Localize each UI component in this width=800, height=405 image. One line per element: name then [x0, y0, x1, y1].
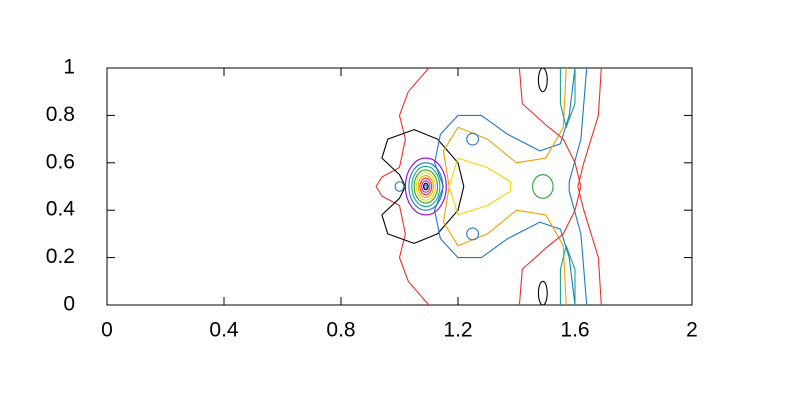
contour-ring [394, 181, 405, 192]
contour-ring [413, 169, 439, 204]
contour-ring [466, 227, 480, 241]
y-tick-label: 0.4 [46, 198, 76, 221]
contour-ring [466, 132, 480, 146]
x-tick-label: 0 [101, 319, 113, 342]
y-tick-label: 0.6 [46, 150, 75, 173]
contour-ring [415, 172, 437, 201]
y-tick-label: 1 [63, 56, 75, 79]
contour-line [448, 157, 512, 216]
contour-ring [421, 180, 431, 193]
x-tick-label: 1.6 [560, 319, 589, 342]
contour-ring [419, 177, 433, 196]
x-tick-label: 2 [686, 319, 698, 342]
contour-line [559, 68, 576, 128]
contour-ring [537, 67, 548, 93]
contour-line [559, 245, 576, 305]
contour-ring [408, 162, 444, 211]
contour-line [375, 67, 430, 306]
plot-frame [106, 67, 693, 306]
contour-ring [411, 165, 441, 208]
contour-line [568, 67, 588, 306]
y-tick-label: 0.2 [46, 245, 75, 268]
contour-line [518, 67, 582, 306]
contour-ring [422, 182, 429, 191]
contour-line [577, 67, 602, 306]
x-tick-label: 0.8 [326, 319, 355, 342]
contour-ring [417, 175, 434, 198]
contour-ring [532, 174, 554, 199]
y-tick-label: 0 [63, 293, 75, 316]
y-tick-label: 0.8 [46, 103, 75, 126]
contour-ring [404, 157, 447, 216]
contour-line [442, 67, 567, 306]
x-tick-label: 0.4 [209, 319, 239, 342]
contour-ring [424, 184, 428, 189]
x-tick-label: 1.2 [443, 319, 472, 342]
contour-line [381, 129, 465, 244]
contour-ring [537, 280, 548, 306]
contour-line [434, 67, 576, 306]
